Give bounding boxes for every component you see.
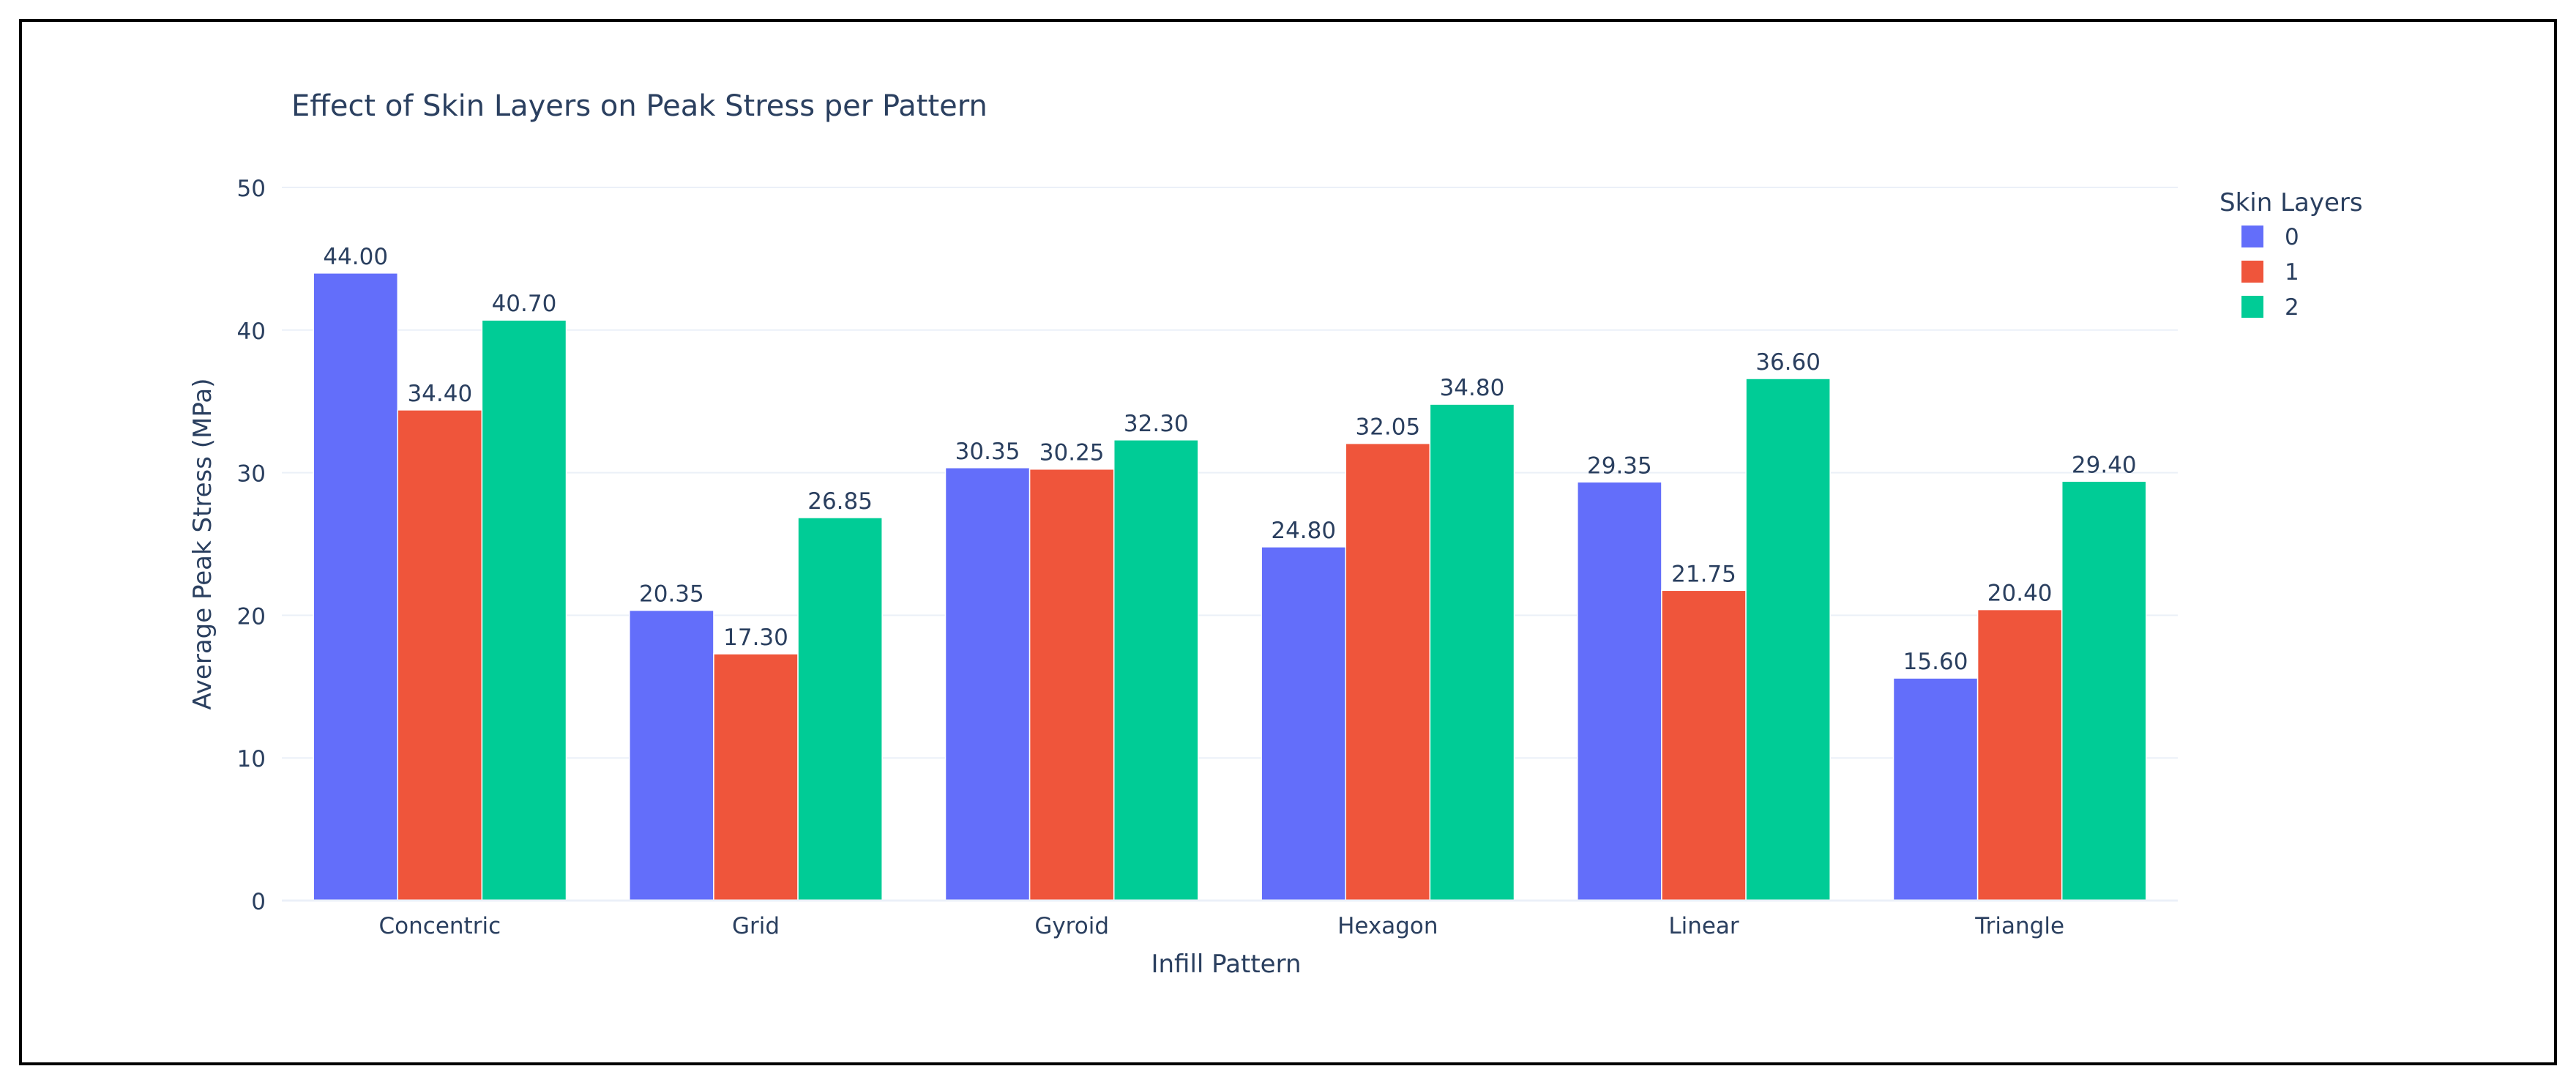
y-tick-label: 20 [237,603,266,630]
bar-triangle-skin-2 [2061,480,2147,901]
legend-label-0[interactable]: 0 [2285,224,2299,250]
legend-items: 0 1 2 [2241,224,2299,321]
bar-grid-skin-0 [629,609,714,901]
chart-title: Effect of Skin Layers on Peak Stress per… [291,89,988,123]
data-label: 24.80 [1271,518,1336,544]
legend-swatch-0[interactable] [2241,226,2263,247]
data-label: 15.60 [1903,649,1968,675]
data-label: 21.75 [1671,561,1736,587]
y-tick-label: 0 [251,889,266,915]
legend-title: Skin Layers [2220,188,2363,217]
x-tick-label: Grid [732,913,780,939]
grid-layer [282,187,2178,759]
y-tick-label: 10 [237,746,266,772]
axes-layer: 0 10 20 30 40 50 Concentric Grid Gyroid Hexagon Li… [237,176,2178,939]
data-label: 32.30 [1124,411,1189,437]
bar-hexagon-skin-2 [1429,403,1515,901]
y-axis-title: Average Peak Stress (MPa) [188,379,217,710]
bar-hexagon-skin-1 [1345,442,1431,901]
x-tick-label: Hexagon [1337,913,1438,939]
bar-gyroid-skin-0 [944,467,1031,901]
data-label: 30.35 [955,439,1020,465]
data-label: 34.80 [1440,375,1505,401]
y-tick-label: 50 [237,176,266,202]
legend-swatch-1[interactable] [2241,261,2263,283]
bar-grid-skin-2 [797,517,883,901]
y-tick-label: 40 [237,318,266,345]
bar-concentric-skin-0 [313,272,399,901]
data-label: 40.70 [492,291,557,317]
bar-grid-skin-1 [713,653,799,901]
bar-triangle-skin-0 [1892,677,1979,901]
y-tick-label: 30 [237,461,266,488]
data-label: 20.40 [1987,581,2053,607]
bar-triangle-skin-1 [1976,608,2063,901]
legend: Skin Layers 0 1 2 [2220,188,2363,321]
legend-label-2[interactable]: 2 [2285,294,2299,321]
data-label: 36.60 [1755,349,1821,376]
legend-swatch-2[interactable] [2241,296,2263,318]
bar-linear-skin-1 [1661,589,1747,901]
data-label: 20.35 [639,581,704,608]
data-label: 29.35 [1587,452,1652,479]
data-label: 32.05 [1355,414,1420,441]
data-label: 17.30 [723,625,788,651]
data-label: 34.40 [407,381,472,407]
x-tick-label: Gyroid [1034,913,1109,939]
bar-gyroid-skin-2 [1113,439,1199,901]
bar-gyroid-skin-1 [1028,468,1115,901]
bar-hexagon-skin-0 [1261,546,1347,901]
bar-concentric-skin-1 [397,409,483,901]
x-tick-label: Linear [1668,913,1739,939]
bar-linear-skin-2 [1745,378,1831,901]
x-tick-label: Concentric [379,913,501,939]
x-axis-title: Infill Pattern [1151,950,1301,979]
data-label: 44.00 [323,244,388,270]
data-label: 29.40 [2072,452,2137,478]
x-tick-label: Triangle [1974,913,2064,939]
legend-label-1[interactable]: 1 [2285,259,2299,286]
labels-layer: 44.00 34.40 40.70 20.35 17.30 26.85 30.35 30.25… [323,244,2136,675]
data-label: 30.25 [1039,440,1105,466]
data-label: 26.85 [807,488,873,515]
bar-linear-skin-0 [1577,481,1662,901]
bars-layer [313,272,2147,901]
bar-concentric-skin-2 [481,319,567,901]
